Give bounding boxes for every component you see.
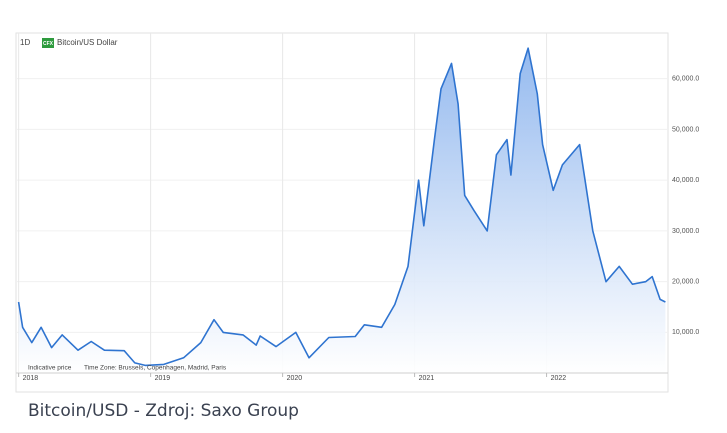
y-tick-label: 50,000.0	[672, 126, 699, 133]
y-tick-label: 10,000.0	[672, 329, 699, 336]
chart: 1D CFX Bitcoin/US Dollar Indicative pric…	[15, 32, 699, 393]
price-line	[17, 47, 666, 367]
x-tick-label: 2020	[287, 375, 303, 382]
y-tick-label: 20,000.0	[672, 279, 699, 286]
y-tick-label: 60,000.0	[672, 76, 699, 83]
x-tick-label: 2022	[551, 375, 567, 382]
x-tick-label: 2021	[419, 375, 435, 382]
y-tick-label: 40,000.0	[672, 177, 699, 184]
y-tick-label: 30,000.0	[672, 228, 699, 235]
badge-bg	[42, 38, 54, 48]
frame	[15, 32, 669, 393]
interval: 1D	[20, 38, 30, 47]
chart-title: Bitcoin/US Dollar	[57, 38, 118, 47]
annotation: Time Zone: Brussels, Copenhagen, Madrid,…	[84, 365, 227, 372]
x-tick-label: 2019	[155, 375, 171, 382]
annotation: Indicative price	[28, 365, 72, 372]
caption: Bitcoin/USD - Zdroj: Saxo Group	[28, 401, 299, 421]
badge: CFX	[43, 41, 54, 47]
area-fill	[18, 48, 666, 373]
x-tick-label: 2018	[23, 375, 39, 382]
